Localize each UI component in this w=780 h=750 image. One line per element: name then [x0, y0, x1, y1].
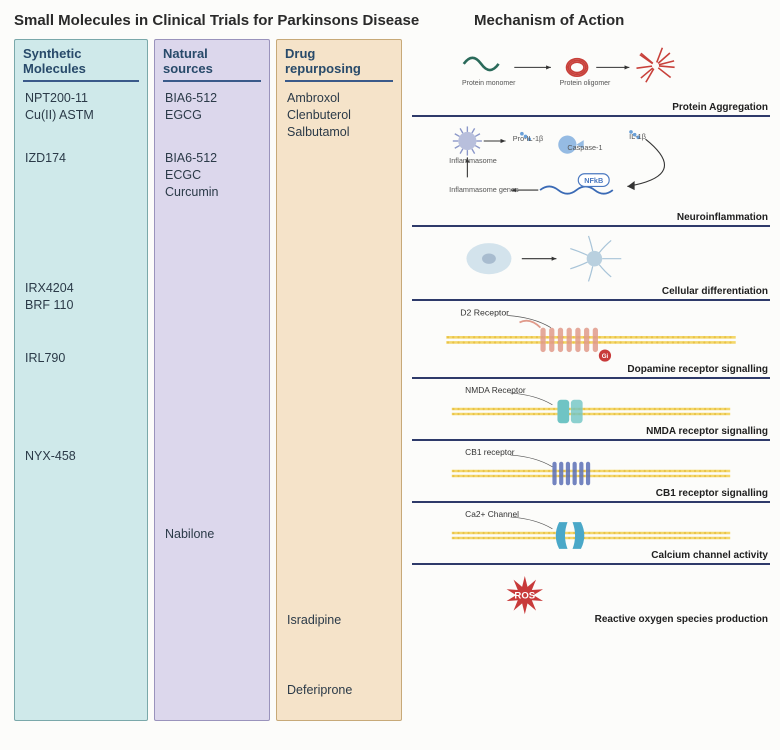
svg-text:CB1 receptor: CB1 receptor	[465, 447, 515, 457]
drug-name: Curcumin	[165, 184, 259, 201]
col-header-repurposing: Drug repurposing	[285, 46, 393, 82]
drug-name: Isradipine	[287, 612, 391, 629]
mechanism-cb1-receptor: CB1 receptor CB1 receptor signalling	[412, 441, 770, 503]
drug-name: ECGC	[165, 167, 259, 184]
drug-group: NPT200-11Cu(II) ASTM	[25, 90, 137, 124]
svg-text:Inflammasome genes: Inflammasome genes	[449, 185, 519, 194]
drug-name: IZD174	[25, 150, 137, 167]
drug-name: Cu(II) ASTM	[25, 107, 137, 124]
drug-name: NPT200-11	[25, 90, 137, 107]
mechanism-label: Dopamine receptor signalling	[627, 364, 768, 375]
column-natural: Natural sources BIA6-512EGCGBIA6-512ECGC…	[154, 39, 270, 721]
mechanism-label: Calcium channel activity	[651, 550, 768, 561]
main-layout: Synthetic Molecules NPT200-11Cu(II) ASTM…	[0, 35, 780, 731]
svg-text:IL-1β: IL-1β	[629, 132, 646, 141]
drug-name: Ambroxol	[287, 90, 391, 107]
col-header-natural: Natural sources	[163, 46, 261, 82]
column-repurposing: Drug repurposing AmbroxolClenbuterolSalb…	[276, 39, 402, 721]
drug-name: BRF 110	[25, 297, 137, 314]
svg-text:NFkB: NFkB	[584, 176, 603, 185]
mechanism-dopamine-receptor: Gi D2 Receptor Dopamine receptor signallin…	[412, 301, 770, 379]
drug-group: BIA6-512EGCG	[165, 90, 259, 124]
mechanism-calcium-channel: Ca2+ Channel Calcium channel activity	[412, 503, 770, 565]
col-body-natural: BIA6-512EGCGBIA6-512ECGCCurcuminNabilone	[163, 88, 261, 712]
column-synthetic: Synthetic Molecules NPT200-11Cu(II) ASTM…	[14, 39, 148, 721]
mechanism-ros: ROS Reactive oxygen species production	[412, 565, 770, 627]
svg-text:Ca2+ Channel: Ca2+ Channel	[465, 509, 519, 519]
titles-row: Small Molecules in Clinical Trials for P…	[0, 0, 780, 35]
mechanism-label: Cellular differentiation	[662, 286, 768, 297]
drug-name: EGCG	[165, 107, 259, 124]
drug-group: NYX-458	[25, 448, 137, 465]
mechanism-nmda-receptor: NMDA ReceptorNMDA receptor signalling	[412, 379, 770, 441]
drug-name: IRX4204	[25, 280, 137, 297]
drug-name: IRL790	[25, 350, 137, 367]
drug-name: BIA6-512	[165, 90, 259, 107]
drug-group: Nabilone	[165, 526, 259, 543]
drug-name: Salbutamol	[287, 124, 391, 141]
col-body-repurposing: AmbroxolClenbuterolSalbutamol Isradipine D…	[285, 88, 393, 712]
svg-text:Pro-IL-1β: Pro-IL-1β	[513, 134, 543, 143]
svg-text:Protein monomer: Protein monomer	[462, 80, 516, 87]
mechanism-cellular-differentiation: Cellular differentiation	[412, 227, 770, 301]
svg-text:Protein oligomer: Protein oligomer	[560, 80, 611, 87]
mechanism-neuroinflammation: Pro-IL-1β Caspase-1 IL-1β Inflammasome Infla…	[412, 117, 770, 227]
drug-group: IZD174	[25, 150, 137, 167]
drug-group: BIA6-512ECGCCurcumin	[165, 150, 259, 201]
drug-name: NYX-458	[25, 448, 137, 465]
mechanism-label: Protein Aggregation	[672, 102, 768, 113]
drug-group: AmbroxolClenbuterolSalbutamol	[287, 90, 391, 141]
drug-group: IRL790	[25, 350, 137, 367]
drug-name: Clenbuterol	[287, 107, 391, 124]
svg-text:Gi: Gi	[602, 353, 609, 360]
mechanism-label: Neuroinflammation	[677, 212, 768, 223]
svg-text:ROS: ROS	[514, 591, 535, 602]
mechanism-label: CB1 receptor signalling	[656, 488, 768, 499]
drug-name: BIA6-512	[165, 150, 259, 167]
drug-name: Nabilone	[165, 526, 259, 543]
drug-group: IRX4204BRF 110	[25, 280, 137, 314]
svg-text:Inflammasome: Inflammasome	[449, 156, 497, 165]
mechanism-protein-aggregation: Protein monomer Protein oligomer Protein A…	[412, 39, 770, 117]
title-left: Small Molecules in Clinical Trials for P…	[14, 12, 434, 29]
mechanism-column: Protein monomer Protein oligomer Protein A…	[408, 39, 770, 721]
drug-group: Deferiprone	[287, 682, 391, 699]
drug-name: Deferiprone	[287, 682, 391, 699]
drug-group: Isradipine	[287, 612, 391, 629]
col-header-synthetic: Synthetic Molecules	[23, 46, 139, 82]
svg-text:D2 Receptor: D2 Receptor	[460, 307, 509, 317]
title-right: Mechanism of Action	[434, 12, 624, 29]
mechanism-label: NMDA receptor signalling	[646, 426, 768, 437]
svg-text:Caspase-1: Caspase-1	[567, 143, 602, 152]
col-body-synthetic: NPT200-11Cu(II) ASTM IZD174 IRX4204BRF 110…	[23, 88, 139, 712]
mechanism-label: Reactive oxygen species production	[595, 614, 768, 625]
